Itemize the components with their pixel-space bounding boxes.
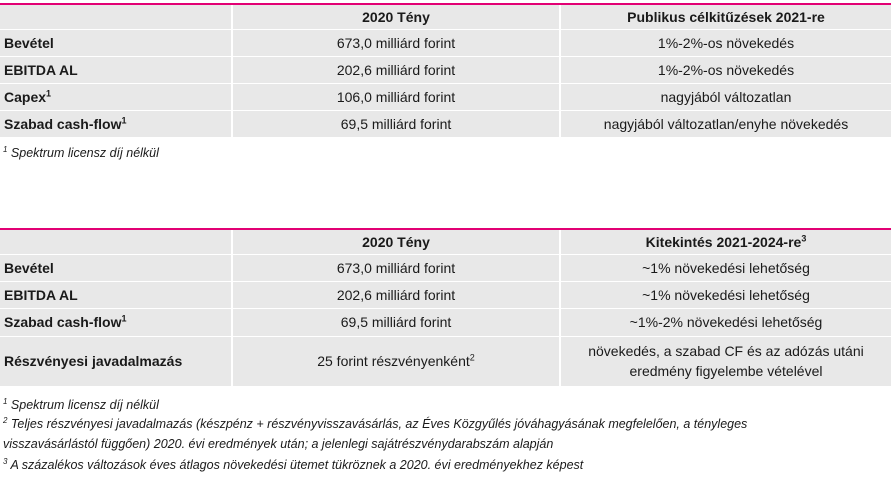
row-target: 1%-2%-os növekedés (560, 56, 891, 84)
table2-header-empty (0, 230, 233, 255)
row-actual: 69,5 milliárd forint (232, 308, 561, 337)
table-row: Capex1 106,0 milliárd forint nagyjából v… (0, 83, 891, 111)
row-actual: 673,0 milliárd forint (232, 29, 561, 57)
row-actual: 202,6 milliárd forint (232, 56, 561, 84)
table2-footnote-3: 3 A százalékos változások éves átlagos n… (3, 456, 584, 472)
row-target: 1%-2%-os növekedés (560, 29, 891, 57)
table1-header-row: 2020 Tény Publikus célkitűzések 2021-re (0, 5, 891, 30)
table1-header-target: Publikus célkitűzések 2021-re (560, 5, 891, 30)
row-label: Szabad cash-flow1 (0, 110, 233, 138)
table-row: Szabad cash-flow1 69,5 milliárd forint n… (0, 110, 891, 138)
row-target: nagyjából változatlan/enyhe növekedés (560, 110, 891, 138)
table-row: Bevétel 673,0 milliárd forint ~1% növeke… (0, 254, 891, 282)
row-label: Capex1 (0, 83, 233, 111)
table2-header-row: 2020 Tény Kitekintés 2021-2024-re3 (0, 230, 891, 255)
table1: 2020 Tény Publikus célkitűzések 2021-re … (0, 5, 891, 138)
table-row: EBITDA AL 202,6 milliárd forint ~1% növe… (0, 281, 891, 309)
row-label: Részvényesi javadalmazás (0, 336, 233, 387)
row-target: ~1% növekedési lehetőség (560, 281, 891, 309)
footnote-marker: 1 (121, 114, 127, 125)
row-target: ~1%-2% növekedési lehetőség (560, 308, 891, 337)
table2-top-rule (0, 228, 891, 230)
row-target: ~1% növekedési lehetőség (560, 254, 891, 282)
table-row: Részvényesi javadalmazás 25 forint részv… (0, 336, 891, 387)
row-label: EBITDA AL (0, 281, 233, 309)
row-label: Bevétel (0, 29, 233, 57)
table-row: EBITDA AL 202,6 milliárd forint 1%-2%-os… (0, 56, 891, 84)
row-actual: 69,5 milliárd forint (232, 110, 561, 138)
table-row: Bevétel 673,0 milliárd forint 1%-2%-os n… (0, 29, 891, 57)
row-label: Bevétel (0, 254, 233, 282)
table2-header-actual: 2020 Tény (232, 230, 561, 255)
footnote-marker: 1 (121, 313, 127, 324)
row-actual: 673,0 milliárd forint (232, 254, 561, 282)
row-actual: 106,0 milliárd forint (232, 83, 561, 111)
row-label: Szabad cash-flow1 (0, 308, 233, 337)
table1-header-actual: 2020 Tény (232, 5, 561, 30)
row-label: EBITDA AL (0, 56, 233, 84)
table2-footnote-2: 2 Teljes részvényesi javadalmazás (készp… (3, 415, 748, 431)
table1-footnote-1: 1 Spektrum licensz díj nélkül (3, 144, 159, 160)
table2-header-target: Kitekintés 2021-2024-re3 (560, 230, 891, 255)
row-actual: 25 forint részvényenként2 (232, 336, 561, 387)
row-target: növekedés, a szabad CF és az adózás után… (560, 336, 891, 387)
row-target: nagyjából változatlan (560, 83, 891, 111)
table2: 2020 Tény Kitekintés 2021-2024-re3 Bevét… (0, 230, 891, 387)
table2-footnote-2-cont: visszavásárlástól függően) 2020. évi ere… (3, 437, 554, 451)
table1-header-empty (0, 5, 233, 30)
footnote-marker: 1 (46, 87, 52, 98)
footnote-marker: 3 (801, 233, 807, 244)
table1-top-rule (0, 3, 891, 5)
footnote-marker: 2 (469, 352, 475, 363)
row-actual: 202,6 milliárd forint (232, 281, 561, 309)
table-row: Szabad cash-flow1 69,5 milliárd forint ~… (0, 308, 891, 337)
table2-footnote-1: 1 Spektrum licensz díj nélkül (3, 396, 159, 412)
